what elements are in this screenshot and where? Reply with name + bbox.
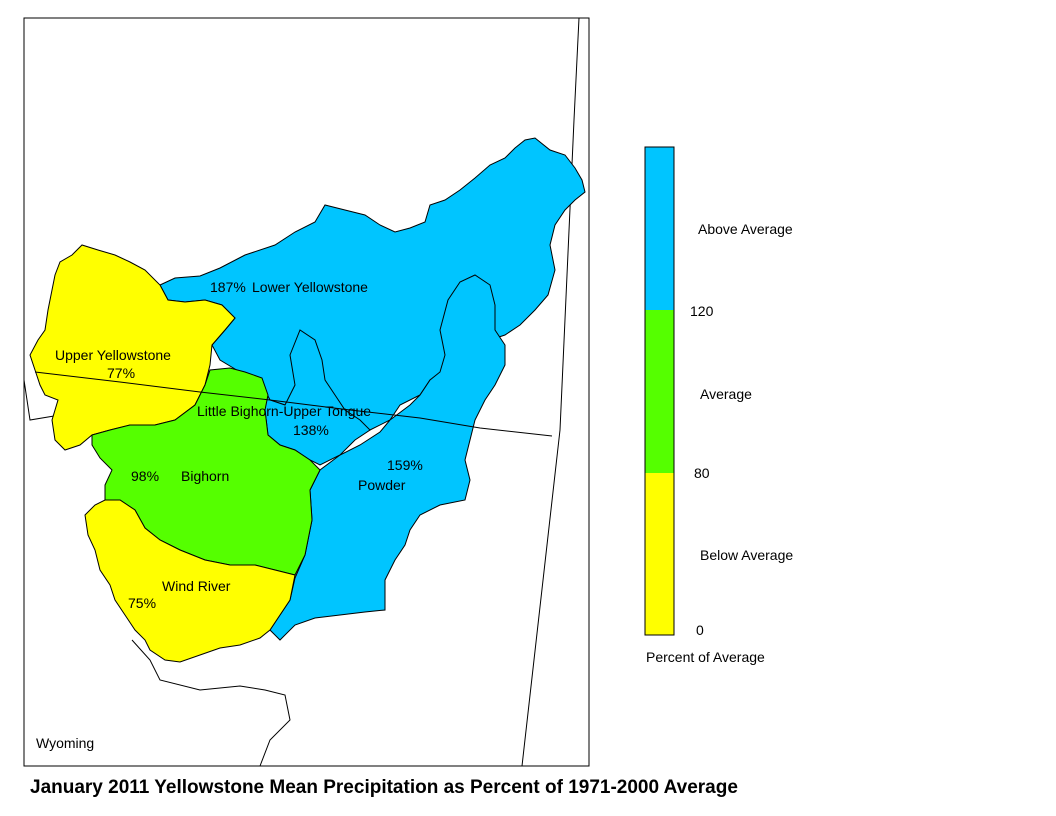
page-title: January 2011 Yellowstone Mean Precipitat… <box>30 777 738 798</box>
label-bighorn-percent: 98% <box>131 468 159 484</box>
legend-title: Percent of Average <box>646 649 765 665</box>
legend-label-average: Average <box>700 386 752 402</box>
legend-swatch-above <box>645 147 674 310</box>
legend-break-0: 0 <box>696 622 704 638</box>
state-label: Wyoming <box>36 735 94 751</box>
label-lower-yellowstone-name: Lower Yellowstone <box>252 279 368 295</box>
legend-swatch-below <box>645 473 674 635</box>
basin-powder[interactable] <box>269 274 506 641</box>
label-upper-yellowstone-name: Upper Yellowstone <box>55 347 171 363</box>
label-wind-river-percent: 75% <box>128 595 156 611</box>
basin-upper-yellowstone[interactable] <box>29 244 236 451</box>
label-bighorn-name: Bighorn <box>181 468 229 484</box>
label-powder-name: Powder <box>358 477 406 493</box>
label-little-bighorn-percent: 138% <box>293 422 329 438</box>
legend-label-above: Above Average <box>698 221 793 237</box>
state-boundary-west <box>23 379 61 421</box>
legend-break-80: 80 <box>694 465 710 481</box>
state-boundary-south <box>131 639 291 767</box>
basin-wind-river[interactable] <box>84 499 296 663</box>
legend: Above Average Average Below Average 120 … <box>644 146 793 665</box>
label-little-bighorn-name: Little Bighorn-Upper Tongue <box>197 403 371 419</box>
legend-border <box>644 146 675 636</box>
state-boundary-north <box>34 371 553 437</box>
label-upper-yellowstone-percent: 77% <box>107 365 135 381</box>
legend-break-120: 120 <box>690 303 714 319</box>
label-wind-river-name: Wind River <box>162 578 231 594</box>
label-powder-percent: 159% <box>387 457 423 473</box>
state-boundary-east <box>521 17 580 767</box>
legend-swatch-average <box>645 310 674 473</box>
legend-label-below: Below Average <box>700 547 793 563</box>
label-lower-yellowstone-percent: 187% <box>210 279 246 295</box>
